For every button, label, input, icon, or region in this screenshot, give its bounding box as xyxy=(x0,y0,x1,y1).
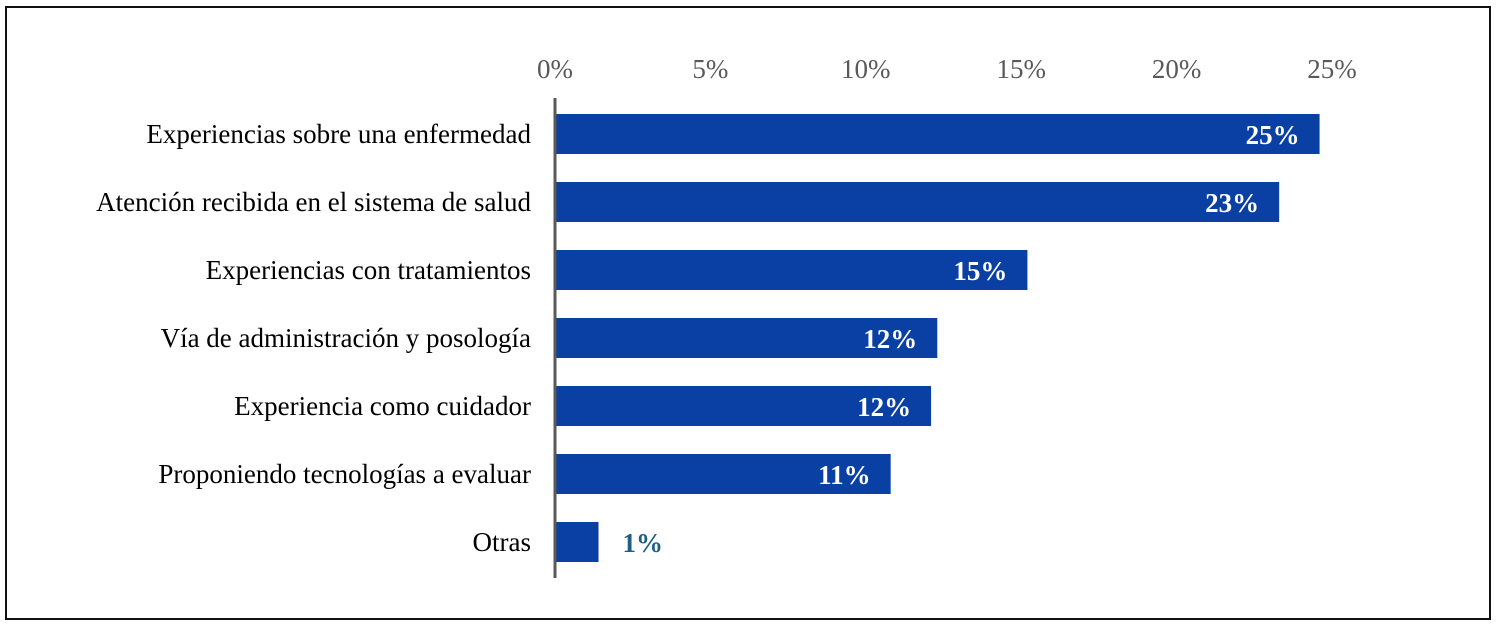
bar xyxy=(555,522,599,562)
category-label: Proponiendo tecnologías a evaluar xyxy=(158,459,531,489)
data-label: 12% xyxy=(857,392,911,422)
category-label: Experiencia como cuidador xyxy=(234,391,531,421)
category-labels: Experiencias sobre una enfermedad Atenció… xyxy=(96,119,531,557)
horizontal-bar-chart: 0% 5% 10% 15% 20% 25% Experiencias sobre una … xyxy=(96,54,1357,578)
data-label: 12% xyxy=(863,324,917,354)
chart-frame: 0% 5% 10% 15% 20% 25% Experiencias sobre una … xyxy=(5,6,1491,620)
data-label: 11% xyxy=(818,460,871,490)
data-labels: 25% 23% 15% 12% 12% 11% 1% xyxy=(623,120,1300,558)
category-label: Otras xyxy=(473,527,531,557)
bar xyxy=(555,386,932,426)
category-label: Atención recibida en el sistema de salud xyxy=(96,187,531,217)
x-tick-label: 10% xyxy=(841,54,891,84)
bar xyxy=(555,182,1280,222)
bar xyxy=(555,454,891,494)
bars-group xyxy=(555,114,1320,562)
category-label: Vía de administración y posología xyxy=(161,323,531,353)
data-label: 1% xyxy=(623,528,664,558)
x-tick-label: 5% xyxy=(692,54,728,84)
x-tick-label: 20% xyxy=(1152,54,1202,84)
data-label: 15% xyxy=(953,256,1007,286)
data-label: 25% xyxy=(1246,120,1300,150)
data-label: 23% xyxy=(1205,188,1259,218)
category-label: Experiencias con tratamientos xyxy=(206,255,531,285)
bar xyxy=(555,318,938,358)
x-axis-ticks: 0% 5% 10% 15% 20% 25% xyxy=(537,54,1357,84)
bar xyxy=(555,114,1320,154)
category-label: Experiencias sobre una enfermedad xyxy=(146,119,531,149)
x-tick-label: 15% xyxy=(996,54,1046,84)
x-tick-label: 0% xyxy=(537,54,573,84)
x-tick-label: 25% xyxy=(1307,54,1357,84)
bar xyxy=(555,250,1028,290)
